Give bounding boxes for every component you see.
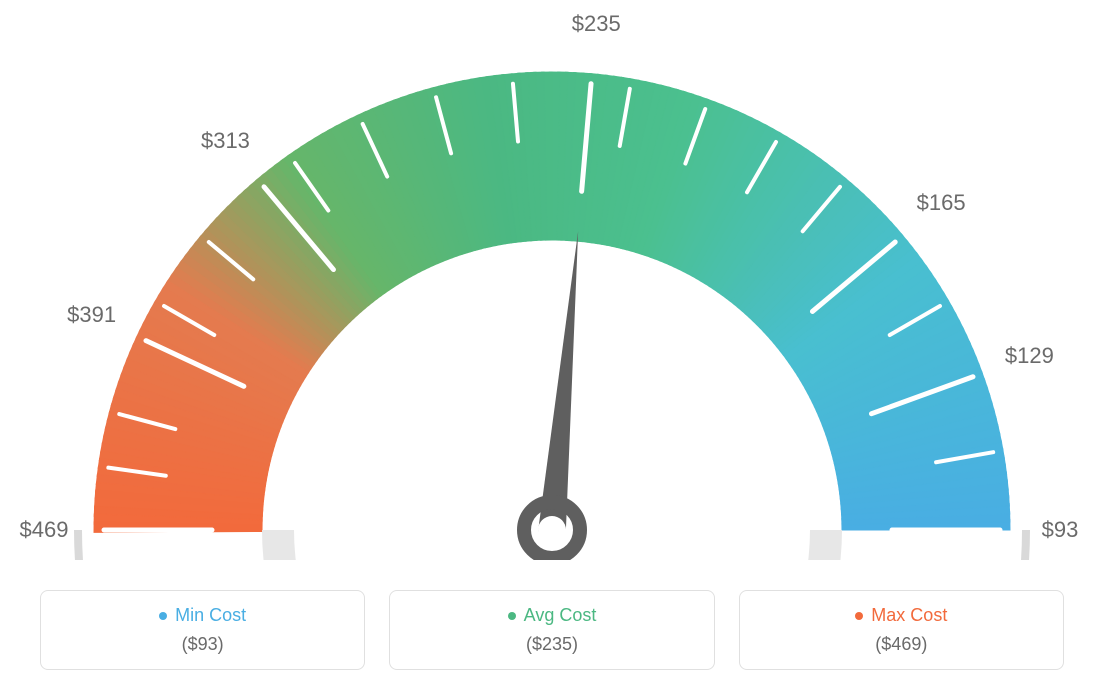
legend-label-avg: Avg Cost	[524, 605, 597, 626]
legend-title-min: Min Cost	[41, 605, 364, 626]
gauge-chart: $93 $129 $165 $235 $313 $391 $469	[0, 0, 1104, 560]
legend-dot-max	[855, 612, 863, 620]
gauge-tick-label: $313	[201, 128, 250, 154]
gauge-tick-label: $129	[1005, 343, 1054, 369]
gauge-tick-label: $469	[20, 517, 69, 543]
legend-label-max: Max Cost	[871, 605, 947, 626]
gauge-tick-label: $165	[917, 190, 966, 216]
gauge-needle	[538, 231, 578, 531]
legend-dot-avg	[508, 612, 516, 620]
legend-label-min: Min Cost	[175, 605, 246, 626]
legend-value-min: ($93)	[41, 634, 364, 655]
legend-title-max: Max Cost	[740, 605, 1063, 626]
legend-card-min: Min Cost ($93)	[40, 590, 365, 670]
legend-dot-min	[159, 612, 167, 620]
cost-gauge-widget: $93 $129 $165 $235 $313 $391 $469 Min Cost ($9…	[0, 0, 1104, 690]
legend-card-avg: Avg Cost ($235)	[389, 590, 714, 670]
gauge-tick-label: $235	[572, 11, 621, 37]
gauge-tick-label: $93	[1042, 517, 1079, 543]
legend-value-avg: ($235)	[390, 634, 713, 655]
gauge-svg	[0, 0, 1104, 560]
legend-card-max: Max Cost ($469)	[739, 590, 1064, 670]
legend-title-avg: Avg Cost	[390, 605, 713, 626]
gauge-needle-hub-inner	[538, 516, 566, 544]
legend-row: Min Cost ($93) Avg Cost ($235) Max Cost …	[0, 590, 1104, 670]
legend-value-max: ($469)	[740, 634, 1063, 655]
gauge-tick-label: $391	[67, 302, 116, 328]
